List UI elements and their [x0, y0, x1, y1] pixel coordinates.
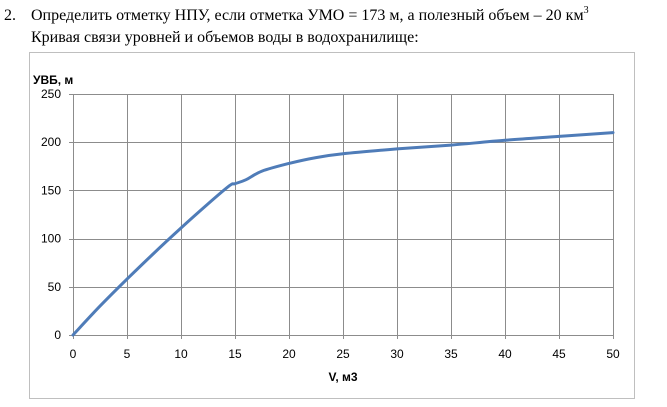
x-tick-label: 35: [444, 347, 458, 361]
x-tick-label: 20: [282, 347, 296, 361]
y-tick-labels: 0 50 100 150 200 250: [41, 87, 61, 342]
task-question-superscript: 3: [583, 4, 589, 16]
chart-grid: [69, 94, 614, 339]
x-tick-label: 45: [552, 347, 566, 361]
chart-frame: [29, 52, 635, 399]
y-tick-label: 150: [41, 183, 61, 197]
y-tick-label: 0: [54, 328, 61, 342]
x-axis-title: V, м3: [328, 370, 357, 384]
x-tick-label: 5: [124, 347, 131, 361]
y-tick-label: 200: [41, 135, 61, 149]
x-tick-label: 40: [498, 347, 512, 361]
task-line-2: Кривая связи уровней и объемов воды в во…: [31, 29, 419, 46]
task-question-text: Определить отметку НПУ, если отметка УМО…: [31, 7, 584, 24]
y-tick-label: 50: [48, 280, 62, 294]
x-tick-label: 15: [228, 347, 242, 361]
x-tick-label: 25: [336, 347, 350, 361]
x-tick-label: 0: [70, 347, 77, 361]
task-number: 2.: [4, 7, 16, 24]
y-tick-label: 250: [41, 87, 61, 101]
y-tick-label: 100: [41, 232, 61, 246]
task-question: Определить отметку НПУ, если отметка УМО…: [31, 4, 589, 25]
x-tick-label: 50: [606, 347, 620, 361]
x-tick-label: 30: [390, 347, 404, 361]
y-axis-title: УВБ, м: [33, 73, 73, 87]
level-volume-curve: [71, 131, 615, 337]
x-tick-labels: 0 5 10 15 20 25 30 35 40 45 50: [70, 347, 620, 361]
x-tick-label: 10: [174, 347, 188, 361]
